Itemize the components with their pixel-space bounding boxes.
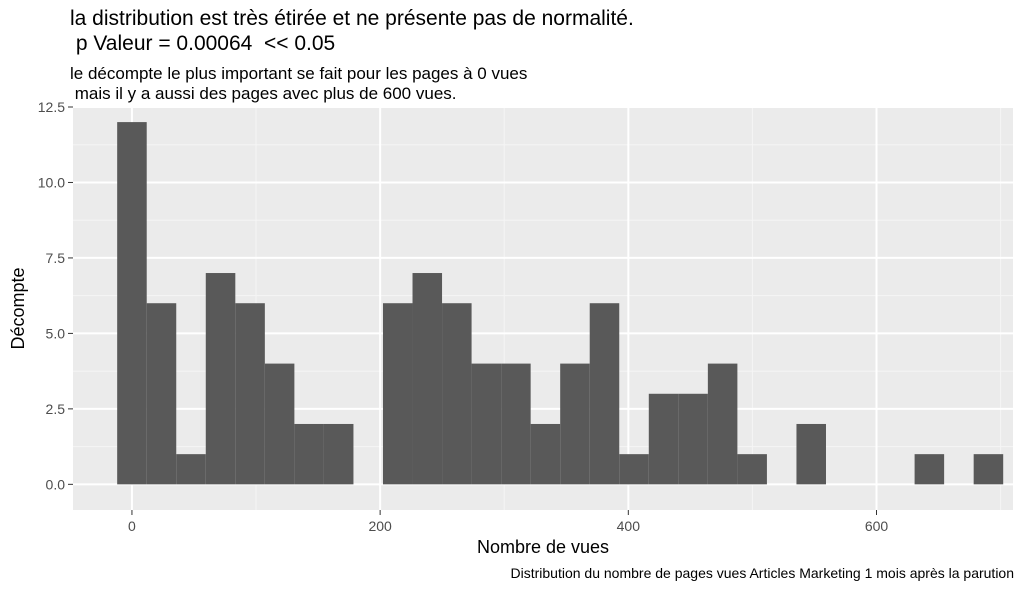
histogram-bar (619, 454, 649, 485)
histogram-bar (501, 363, 531, 485)
y-tick-label: 2.5 (46, 401, 66, 417)
x-axis-title: Nombre de vues (477, 537, 609, 557)
histogram-bar (176, 454, 206, 485)
x-tick-label: 400 (617, 518, 641, 534)
histogram-bar (205, 273, 236, 485)
histogram-bar (678, 393, 708, 485)
chart-caption: Distribution du nombre de pages vues Art… (510, 565, 1014, 581)
histogram-bar (707, 363, 738, 485)
histogram-bar (560, 363, 590, 485)
y-tick-label: 10.0 (38, 174, 65, 190)
histogram-bar (737, 454, 767, 485)
y-tick-label: 0.0 (46, 476, 66, 492)
histogram-bar (412, 273, 443, 485)
histogram-bar (294, 423, 324, 485)
histogram-bar (530, 423, 561, 485)
histogram-bar (973, 454, 1004, 485)
chart-title: la distribution est très étirée et ne pr… (70, 7, 634, 55)
histogram-bar (146, 303, 177, 485)
histogram-bar (235, 303, 265, 485)
y-tick-label: 12.5 (38, 99, 65, 115)
y-tick-label: 5.0 (46, 325, 66, 341)
histogram-bar (442, 303, 472, 485)
histogram-bar (264, 363, 295, 485)
histogram-bar (471, 363, 502, 485)
histogram-bar (648, 393, 679, 485)
x-tick-label: 0 (128, 518, 136, 534)
histogram-bar (796, 423, 826, 485)
y-axis-title: Décompte (8, 267, 28, 349)
x-tick-label: 200 (368, 518, 392, 534)
chart-subtitle: le décompte le plus important se fait po… (70, 64, 528, 103)
y-tick-label: 7.5 (46, 250, 66, 266)
histogram-bar (914, 454, 945, 485)
histogram-bar (117, 122, 147, 485)
histogram-bar (323, 423, 354, 485)
histogram-bar (589, 303, 620, 485)
histogram-bar (382, 303, 413, 485)
x-tick-label: 600 (865, 518, 889, 534)
